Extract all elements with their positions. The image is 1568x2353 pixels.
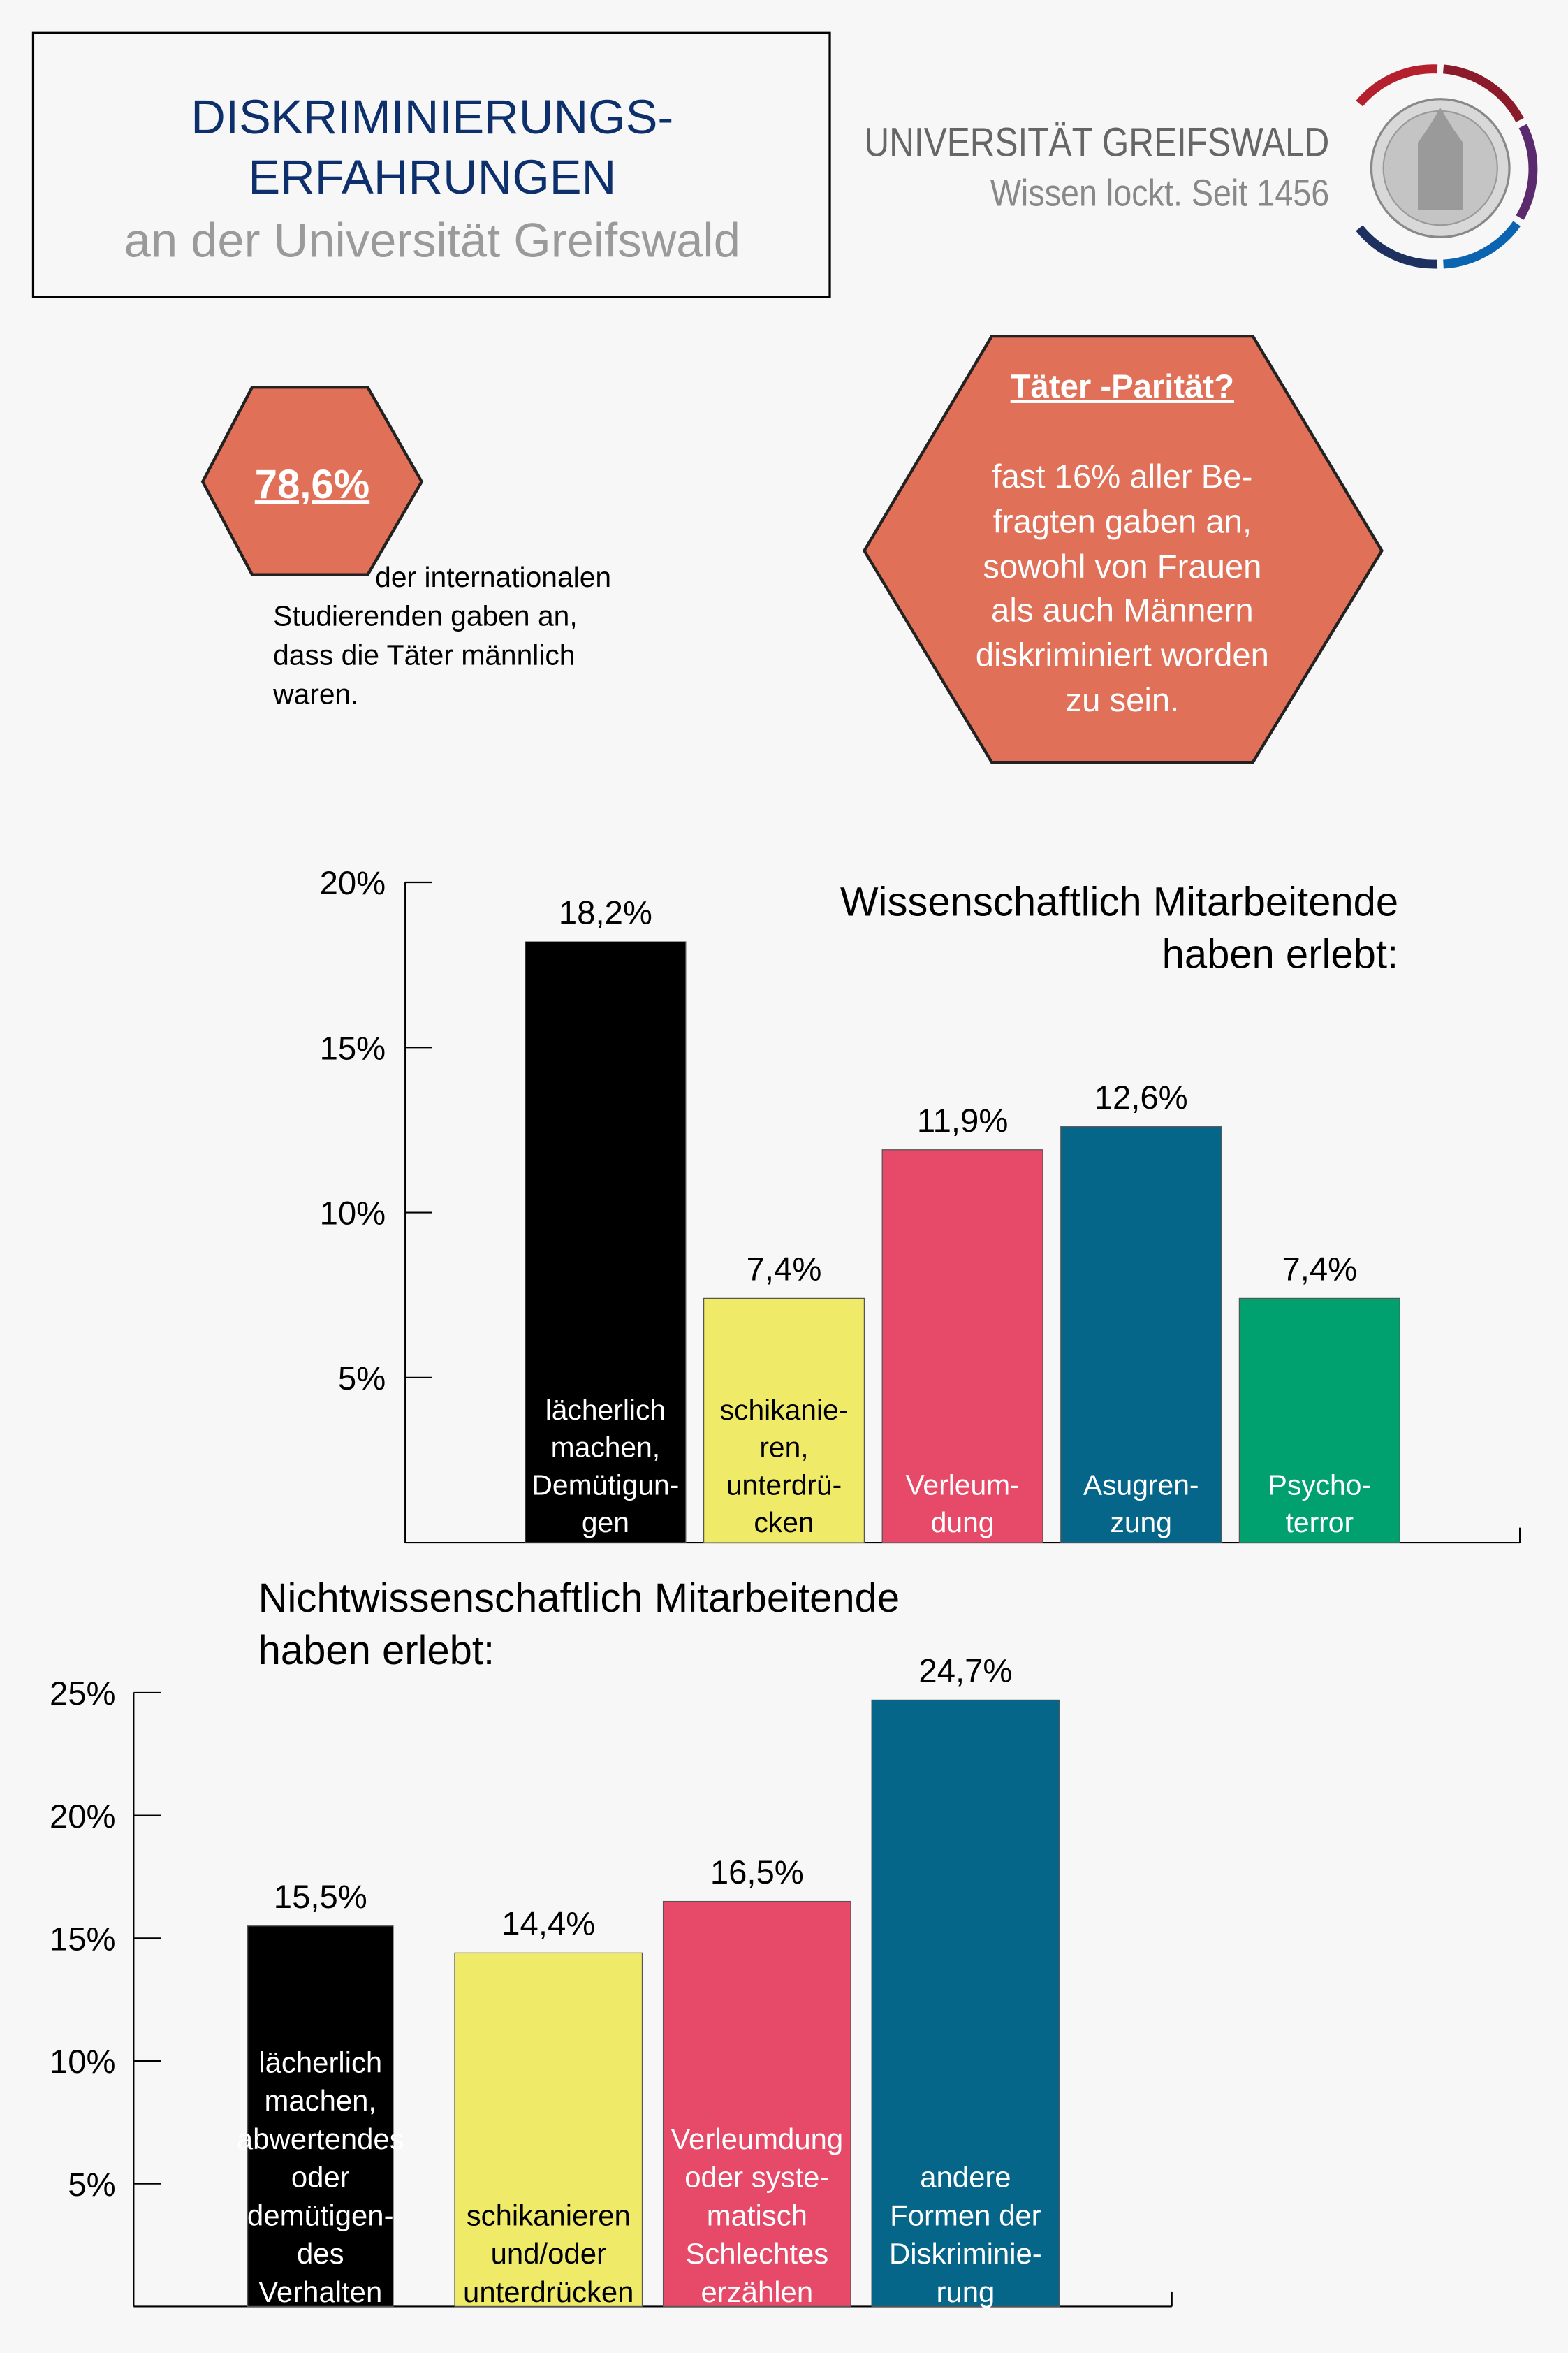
- bar-value-label: 7,4%: [747, 1251, 822, 1288]
- hexagon-small: [200, 386, 424, 576]
- bar-value-label: 14,4%: [501, 1906, 595, 1943]
- bar-value-label: 11,9%: [917, 1102, 1008, 1139]
- bar-category-label: demütigen-: [247, 2199, 393, 2231]
- bar-value-label: 7,4%: [1282, 1251, 1357, 1288]
- bar-category-label: matisch: [707, 2199, 807, 2231]
- fact2-title: Täter -Parität?: [1011, 368, 1234, 405]
- hexagon-large: [862, 334, 1384, 764]
- bar-category-label: des: [297, 2237, 344, 2270]
- bar-category-label: andere: [920, 2161, 1011, 2194]
- bar-category-label: Verhalten: [258, 2275, 382, 2308]
- chart1-title-line-2: haben erlebt:: [1162, 932, 1399, 977]
- fact1-caption-1: der internationalen: [375, 561, 611, 593]
- bar: [247, 1925, 394, 2308]
- logo-name: UNIVERSITÄT GREIFSWALD: [864, 120, 1329, 165]
- bar-category-label: erzählen: [701, 2275, 814, 2308]
- y-tick-label: 20%: [320, 865, 386, 902]
- bar-category-label: lächerlich: [545, 1394, 666, 1426]
- subtitle: an der Universität Greifswald: [124, 213, 740, 267]
- fact1-value: 78,6%: [255, 462, 369, 507]
- university-logo: UNIVERSITÄT GREIFSWALD Wissen lockt. Sei…: [864, 64, 1538, 269]
- bar-category-label: Verleumdung: [671, 2122, 843, 2155]
- bar-category-label: terror: [1286, 1506, 1354, 1538]
- bar-value-label: 15,5%: [274, 1879, 367, 1916]
- fact2-line: zu sein.: [1065, 682, 1179, 719]
- bar-category-label: Demütigun-: [532, 1469, 679, 1501]
- y-tick-label: 10%: [320, 1195, 386, 1232]
- logo-tagline: Wissen lockt. Seit 1456: [990, 172, 1329, 214]
- bar-value-label: 12,6%: [1094, 1079, 1188, 1116]
- title-line-1: DISKRIMINIERUNGS-: [191, 90, 673, 144]
- y-tick-label: 15%: [50, 1921, 116, 1958]
- bar-category-label: oder syste-: [684, 2161, 829, 2194]
- y-tick-label: 5%: [68, 2166, 115, 2203]
- title-line-2: ERFAHRUNGEN: [248, 150, 616, 204]
- bar-category-label: machen,: [551, 1432, 660, 1464]
- title-box: DISKRIMINIERUNGS- ERFAHRUNGEN an der Uni…: [31, 31, 831, 298]
- y-tick-label: 5%: [338, 1360, 386, 1397]
- bar-category-label: cken: [754, 1506, 814, 1538]
- bar-category-label: zung: [1110, 1506, 1171, 1538]
- bar-category-label: abwertendes: [237, 2122, 404, 2155]
- bar: [871, 1699, 1060, 2308]
- bar-category-label: gen: [582, 1506, 629, 1538]
- fact2-line: diskriminiert worden: [976, 637, 1269, 674]
- bar-category-label: unterdrü-: [726, 1469, 842, 1501]
- bar: [454, 1952, 643, 2308]
- bar-category-label: Psycho-: [1268, 1469, 1371, 1501]
- chart-scientific-staff: Wissenschaftlich Mitarbeitende haben erl…: [320, 865, 1521, 1544]
- bar-category-label: machen,: [264, 2084, 376, 2117]
- y-tick-label: 15%: [320, 1030, 386, 1067]
- bar: [703, 1297, 865, 1543]
- seal-icon: [1370, 98, 1511, 238]
- fact1-caption-3: dass die Täter männlich: [273, 639, 575, 671]
- bar-category-label: Asugren-: [1083, 1469, 1199, 1501]
- bar-category-label: unterdrücken: [463, 2275, 633, 2308]
- fact2-line: sowohl von Frauen: [983, 548, 1261, 585]
- fact2-line: fragten gaben an,: [993, 504, 1252, 541]
- chart2-title-line-1: Nichtwissenschaftlich Mitarbeitende: [258, 1576, 900, 1621]
- bar-category-label: rung: [936, 2275, 995, 2308]
- bar: [1060, 1126, 1222, 1543]
- fact-perpetrator-parity: Täter -Parität? fast 16% aller Be- fragt…: [862, 334, 1384, 764]
- bar: [662, 1900, 851, 2308]
- bar: [525, 941, 687, 1543]
- fact-international-students: 78,6% der internationalen Studierenden g…: [200, 386, 611, 710]
- bar-category-label: schikanieren: [467, 2199, 631, 2231]
- y-tick-label: 10%: [50, 2044, 116, 2081]
- seal-ring-icon: [1356, 64, 1538, 269]
- bar-category-label: oder: [291, 2161, 350, 2194]
- bar-category-label: Diskriminie-: [889, 2237, 1042, 2270]
- bar: [1238, 1297, 1400, 1543]
- bar-value-label: 18,2%: [559, 894, 652, 931]
- chart1-title-line-1: Wissenschaftlich Mitarbeitende: [840, 880, 1398, 924]
- fact2-line: fast 16% aller Be-: [992, 458, 1252, 495]
- fact1-caption-4: waren.: [272, 678, 358, 710]
- y-tick-label: 25%: [50, 1675, 116, 1712]
- bar-category-label: Verleum-: [905, 1469, 1019, 1501]
- bar-category-label: schikanie-: [720, 1394, 849, 1426]
- chart-non-scientific-staff: Nichtwissenschaftlich Mitarbeitende habe…: [50, 1576, 1173, 2308]
- bar-value-label: 16,5%: [710, 1854, 804, 1891]
- fact1-caption-2: Studierenden gaben an,: [273, 600, 578, 632]
- chart2-title-line-2: haben erlebt:: [258, 1629, 495, 1673]
- fact2-line: als auch Männern: [991, 592, 1254, 629]
- bar-category-label: Formen der: [890, 2199, 1041, 2231]
- bar-category-label: ren,: [759, 1432, 808, 1464]
- bar-category-label: Schlechtes: [685, 2237, 828, 2270]
- bar-category-label: und/oder: [491, 2237, 606, 2270]
- bar: [881, 1149, 1043, 1543]
- y-tick-label: 20%: [50, 1798, 116, 1835]
- bar-value-label: 24,7%: [918, 1653, 1012, 1690]
- bar-category-label: lächerlich: [258, 2046, 382, 2078]
- bar-category-label: dung: [931, 1506, 995, 1538]
